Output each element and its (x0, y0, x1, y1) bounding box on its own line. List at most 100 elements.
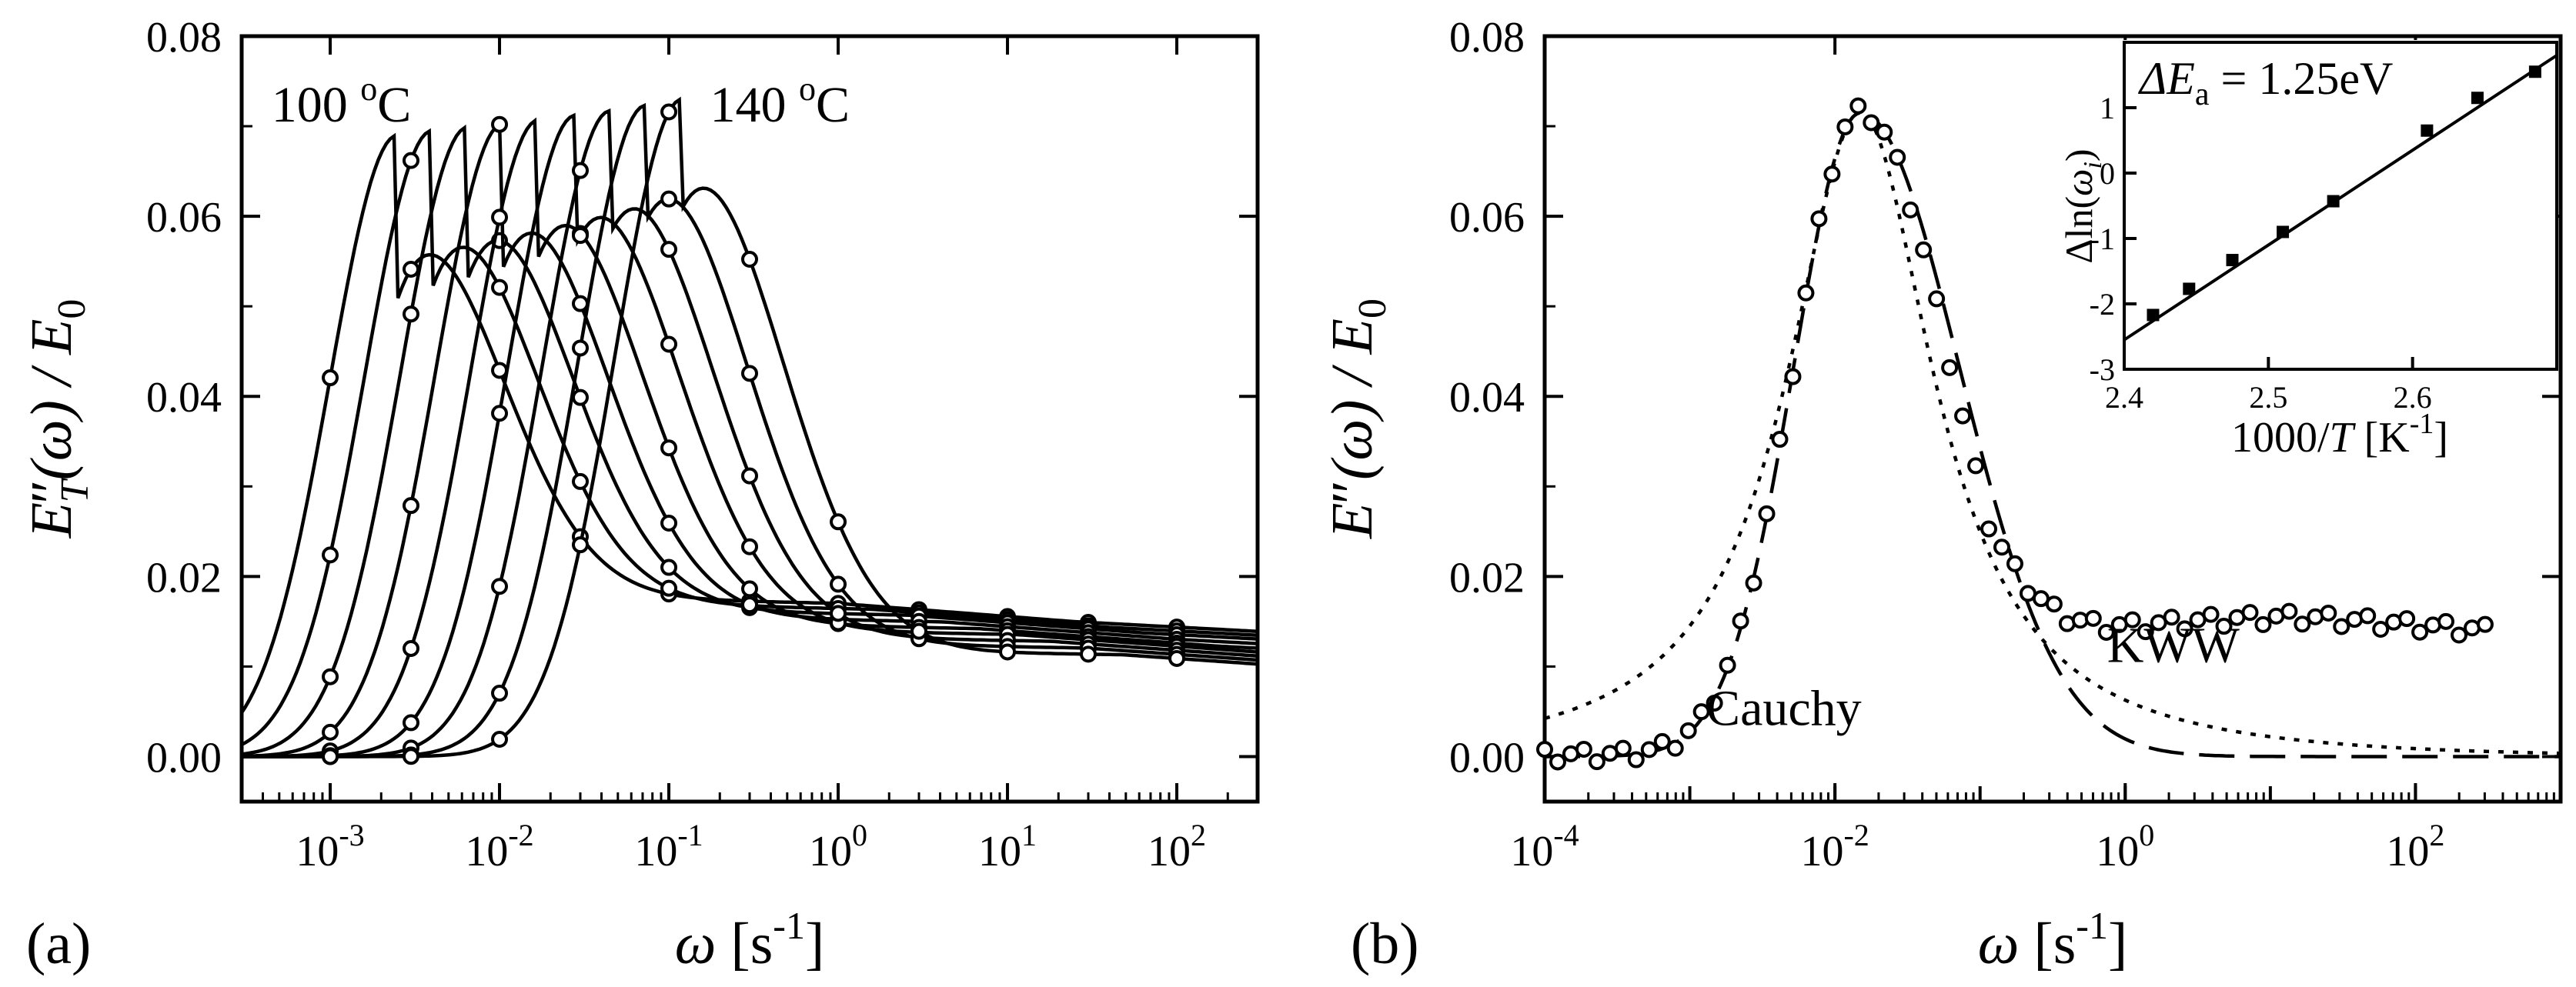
data-point (1928, 290, 1946, 308)
data-point (1849, 97, 1867, 115)
inset-y-tick-label-1: -2 (2090, 287, 2115, 322)
data-point (1536, 741, 1553, 759)
y-tick-label-b-1: 0.02 (1449, 554, 1525, 602)
data-point (1653, 732, 1671, 750)
annotation-100C: 100 oC (272, 70, 412, 133)
panel-b-series-group (1536, 97, 2561, 771)
data-point (1692, 703, 1710, 721)
inset-x-axis: 2.4 2.5 2.6 (2105, 357, 2432, 415)
series-8 (242, 96, 1258, 765)
data-point (2320, 604, 2337, 622)
data-point (1889, 148, 1906, 166)
data-point (660, 335, 678, 353)
data-point (491, 115, 509, 133)
panel-b-plot-frame (1542, 34, 2563, 804)
x-tick-label-b-0: 10-4 (1510, 818, 1579, 875)
data-point (741, 596, 758, 614)
inset-data-point (2327, 195, 2340, 208)
data-point (741, 538, 758, 555)
panel-b-x-axis: 10-4 10-2 100 102 (1510, 36, 2555, 875)
data-point (910, 622, 927, 640)
data-point (1902, 201, 1919, 218)
data-point (830, 513, 847, 531)
data-point (403, 714, 419, 732)
data-point (322, 668, 339, 685)
data-point (1666, 739, 1684, 757)
y-tick-label-a-2: 0.04 (146, 374, 222, 422)
data-point (2411, 623, 2429, 641)
data-point (741, 251, 758, 268)
data-point (2137, 623, 2154, 641)
data-point (660, 559, 678, 576)
annotation-kww: KWW (2107, 618, 2240, 674)
data-point (1993, 539, 2010, 556)
x-tick-label-a-5: 102 (1148, 818, 1206, 875)
y-tick-label-a-4: 0.08 (146, 14, 222, 62)
panel-a-x-axis-label: ω [s-1] (675, 904, 825, 976)
data-point (1876, 123, 1893, 141)
data-point (1941, 358, 1959, 376)
series-line-5 (242, 112, 1258, 759)
data-point (403, 497, 419, 515)
data-point (660, 241, 678, 258)
data-point (572, 536, 589, 554)
series-5 (242, 112, 1258, 765)
data-point (403, 305, 419, 323)
data-point (2045, 595, 2063, 613)
inset-y-tick-label-0: -3 (2090, 352, 2115, 387)
annotation-cauchy: Cauchy (1706, 681, 1862, 737)
x-tick-label-a-1: 10-2 (465, 818, 533, 875)
panel-a-y-axis: 0.00 0.02 0.04 0.06 0.08 (146, 14, 1258, 782)
y-tick-label-b-4: 0.08 (1449, 14, 1525, 62)
y-tick-label-b-2: 0.04 (1449, 374, 1525, 422)
data-point (1784, 368, 1802, 385)
inset-frame (2123, 41, 2558, 371)
inset-y-axis: -3 -2 -1 0 1 (2090, 91, 2137, 387)
data-point (322, 369, 339, 387)
data-point (2084, 609, 2102, 627)
data-point (1980, 520, 1998, 538)
data-point (2176, 620, 2193, 638)
y-tick-label-b-0: 0.00 (1449, 734, 1525, 782)
inset-data-group (2123, 54, 2558, 342)
inset-fit-line (2123, 54, 2558, 342)
x-tick-label-b-2: 100 (2096, 818, 2154, 875)
inset-data-point (2183, 282, 2196, 295)
data-point (2123, 611, 2141, 629)
data-point (1679, 722, 1697, 739)
data-point (2163, 609, 2180, 626)
inset-data-point (2277, 225, 2290, 238)
data-point (491, 362, 509, 379)
annotation-140C: 140 oC (710, 70, 850, 133)
data-point (2372, 620, 2390, 638)
inset-x-axis-label: 1000/T [K-1] (2231, 408, 2448, 462)
inset-plot: 2.4 2.5 2.6 -3 -2 -1 0 1 ΔEa = 1.25eV 1000/T [… (2057, 40, 2558, 462)
panel-b-x-axis-label: ω [s-1] (1978, 904, 2128, 976)
data-point (741, 467, 758, 485)
data-point (660, 579, 678, 597)
data-point (2476, 615, 2494, 633)
data-point (2202, 605, 2220, 623)
data-point (2280, 602, 2298, 620)
inset-x-tick-label-0: 2.4 (2105, 380, 2143, 415)
data-point (1915, 241, 1933, 258)
data-point (572, 339, 589, 357)
data-point (1810, 210, 1828, 228)
panel-b-y-axis: 0.00 0.02 0.04 0.06 0.08 (1449, 14, 2561, 782)
panel-a-label: (a) (26, 912, 91, 976)
data-point (1954, 407, 1972, 425)
data-point (2294, 615, 2311, 633)
inset-y-tick-label-3: 0 (2100, 156, 2115, 191)
inset-y-tick-label-2: -1 (2090, 222, 2115, 256)
data-point (660, 439, 678, 457)
data-point (491, 731, 509, 749)
x-tick-label-b-3: 102 (2386, 818, 2444, 875)
x-tick-label-b-1: 10-2 (1800, 818, 1869, 875)
x-tick-label-a-0: 10-3 (296, 818, 364, 875)
data-point (2006, 555, 2023, 572)
panel-b-label: (b) (1351, 912, 1419, 976)
data-point (491, 685, 509, 702)
data-point (830, 605, 847, 622)
panel-a-x-axis: 10-3 10-2 10-1 100 101 102 (240, 36, 1259, 875)
data-point (491, 278, 509, 296)
